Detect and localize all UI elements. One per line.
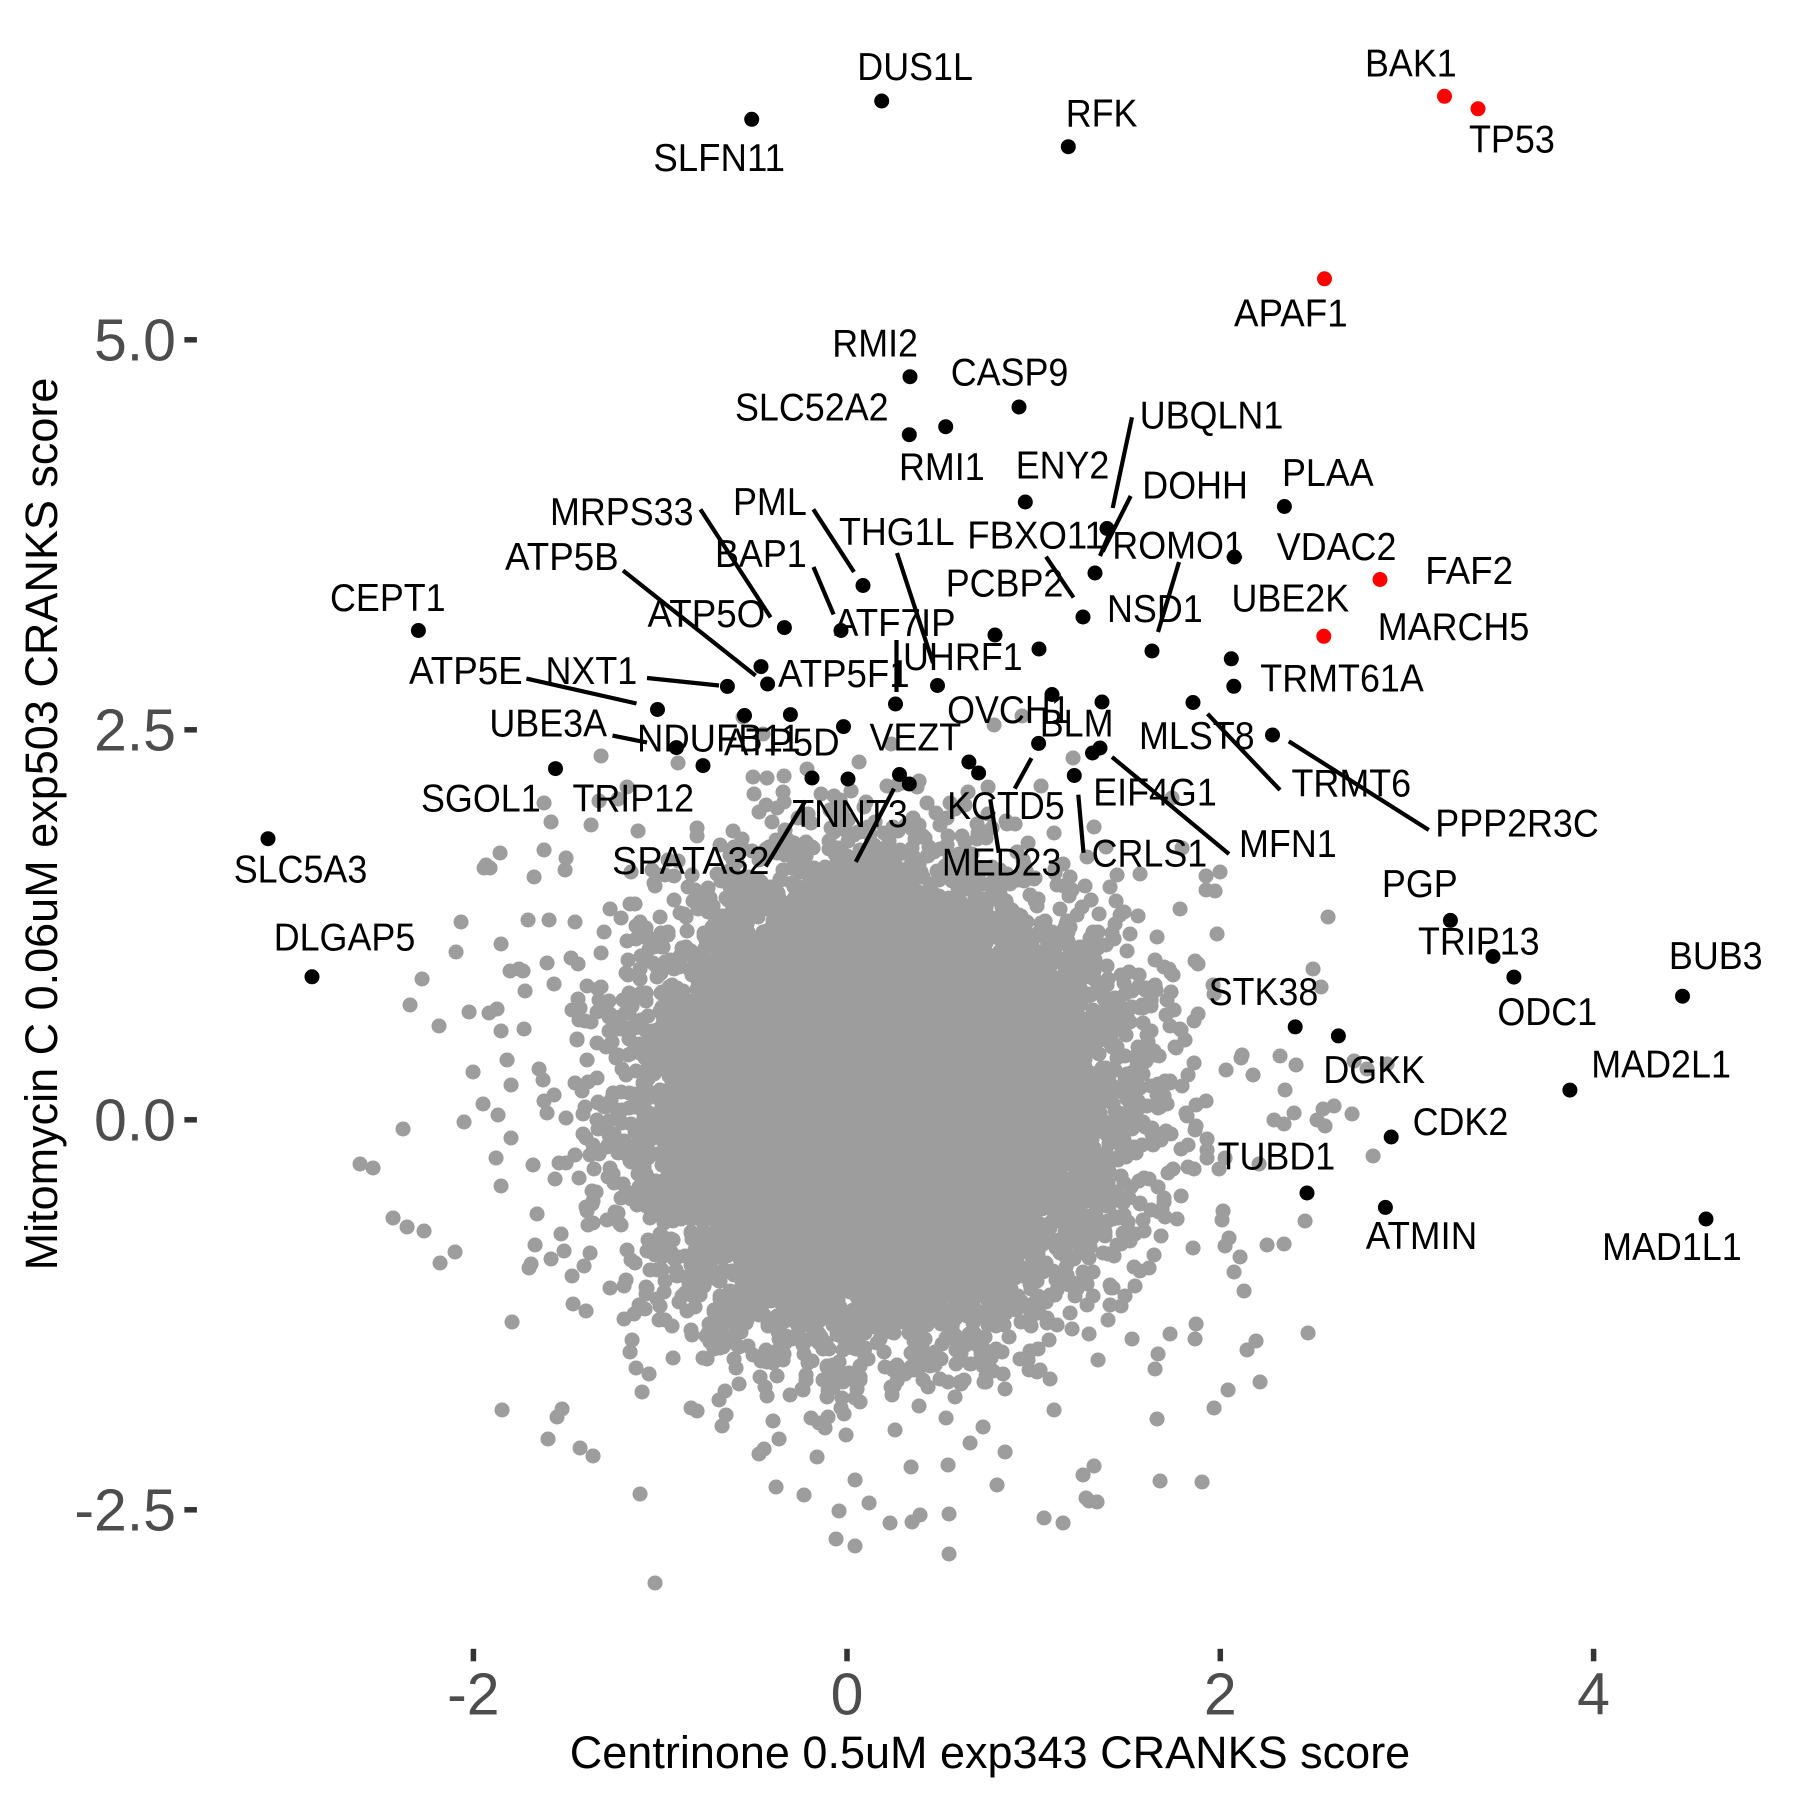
svg-text:BLM: BLM <box>1040 703 1114 746</box>
svg-text:SGOL1: SGOL1 <box>421 778 541 821</box>
svg-text:TUBD1: TUBD1 <box>1218 1136 1336 1179</box>
svg-text:TRMT6: TRMT6 <box>1292 762 1412 805</box>
svg-text:ODC1: ODC1 <box>1497 991 1597 1034</box>
svg-text:MAD1L1: MAD1L1 <box>1602 1226 1742 1269</box>
svg-text:CEPT1: CEPT1 <box>330 577 446 620</box>
svg-text:TNNT3: TNNT3 <box>792 793 908 836</box>
svg-text:MARCH5: MARCH5 <box>1378 606 1530 649</box>
svg-text:Mitomycin C 0.06uM exp503 CRAN: Mitomycin C 0.06uM exp503 CRANKS score <box>16 378 67 1271</box>
svg-text:2.5: 2.5 <box>94 697 176 763</box>
svg-text:UBQLN1: UBQLN1 <box>1140 394 1284 437</box>
svg-text:BAK1: BAK1 <box>1365 42 1457 85</box>
svg-text:VEZT: VEZT <box>870 716 962 759</box>
svg-text:TP53: TP53 <box>1469 119 1555 162</box>
svg-text:NDUFB11: NDUFB11 <box>637 718 801 761</box>
svg-text:-2: -2 <box>447 1662 499 1728</box>
svg-text:RMI2: RMI2 <box>832 323 918 366</box>
svg-text:CRLS1: CRLS1 <box>1092 833 1208 876</box>
svg-text:SLC52A2: SLC52A2 <box>735 387 889 430</box>
svg-text:PGP: PGP <box>1382 863 1458 906</box>
svg-text:MLST8: MLST8 <box>1139 715 1255 758</box>
svg-text:DGKK: DGKK <box>1323 1049 1425 1092</box>
svg-text:ROMO1: ROMO1 <box>1112 524 1244 567</box>
svg-text:EIF4G1: EIF4G1 <box>1093 771 1217 814</box>
svg-text:PLAA: PLAA <box>1282 452 1374 495</box>
svg-text:Centrinone 0.5uM exp343 CRANKS: Centrinone 0.5uM exp343 CRANKS score <box>570 1727 1410 1778</box>
svg-text:PML: PML <box>733 481 807 524</box>
svg-text:CDK2: CDK2 <box>1413 1101 1509 1144</box>
svg-text:VDAC2: VDAC2 <box>1277 526 1397 569</box>
svg-text:ATMIN: ATMIN <box>1366 1215 1478 1258</box>
svg-text:TRIP12: TRIP12 <box>573 778 695 821</box>
svg-text:MAD2L1: MAD2L1 <box>1591 1043 1731 1086</box>
svg-text:MFN1: MFN1 <box>1239 823 1337 866</box>
svg-text:PPP2R3C: PPP2R3C <box>1435 802 1599 845</box>
svg-text:SPATA32: SPATA32 <box>612 840 770 883</box>
svg-text:ATP5B: ATP5B <box>505 536 619 579</box>
svg-text:0: 0 <box>831 1662 864 1728</box>
svg-text:-2.5: -2.5 <box>74 1477 176 1543</box>
svg-text:ATP5D: ATP5D <box>724 721 840 764</box>
svg-text:ATP5F1: ATP5F1 <box>778 653 910 696</box>
svg-text:UBE3A: UBE3A <box>489 703 607 746</box>
svg-text:PCBP2: PCBP2 <box>946 563 1064 606</box>
svg-text:FBXO11: FBXO11 <box>967 514 1105 557</box>
svg-text:TRIP13: TRIP13 <box>1418 921 1540 964</box>
svg-text:DUS1L: DUS1L <box>857 46 973 89</box>
svg-text:4: 4 <box>1577 1662 1610 1728</box>
svg-text:0.0: 0.0 <box>94 1087 176 1153</box>
svg-text:BUB3: BUB3 <box>1669 935 1763 978</box>
svg-text:KCTD5: KCTD5 <box>947 785 1065 828</box>
svg-text:APAF1: APAF1 <box>1234 292 1348 335</box>
svg-text:5.0: 5.0 <box>94 307 176 373</box>
svg-text:TRMT61A: TRMT61A <box>1260 657 1424 700</box>
svg-text:SLFN11: SLFN11 <box>653 137 785 180</box>
svg-text:RFK: RFK <box>1066 93 1138 136</box>
svg-text:ATF7IP: ATF7IP <box>834 602 956 645</box>
svg-text:MED23: MED23 <box>942 842 1062 885</box>
svg-text:ENY2: ENY2 <box>1016 444 1110 487</box>
svg-text:MRPS33: MRPS33 <box>550 491 694 534</box>
svg-text:UBE2K: UBE2K <box>1232 577 1350 620</box>
svg-text:SLC5A3: SLC5A3 <box>234 849 368 892</box>
svg-text:ATP5O: ATP5O <box>648 593 766 636</box>
svg-text:CASP9: CASP9 <box>951 352 1069 395</box>
svg-text:STK38: STK38 <box>1209 971 1319 1014</box>
svg-text:UHRF1: UHRF1 <box>903 636 1023 679</box>
svg-text:RMI1: RMI1 <box>899 446 985 489</box>
svg-text:DOHH: DOHH <box>1142 464 1248 507</box>
svg-text:NSD1: NSD1 <box>1107 588 1203 631</box>
svg-text:ATP5E: ATP5E <box>409 650 523 693</box>
svg-text:FAF2: FAF2 <box>1425 550 1513 593</box>
svg-text:THG1L: THG1L <box>839 511 955 554</box>
svg-text:NXT1: NXT1 <box>546 650 638 693</box>
svg-text:BAP1: BAP1 <box>715 533 807 576</box>
svg-text:2: 2 <box>1204 1662 1237 1728</box>
svg-text:OVCH1: OVCH1 <box>947 689 1071 732</box>
svg-text:DLGAP5: DLGAP5 <box>274 917 416 960</box>
